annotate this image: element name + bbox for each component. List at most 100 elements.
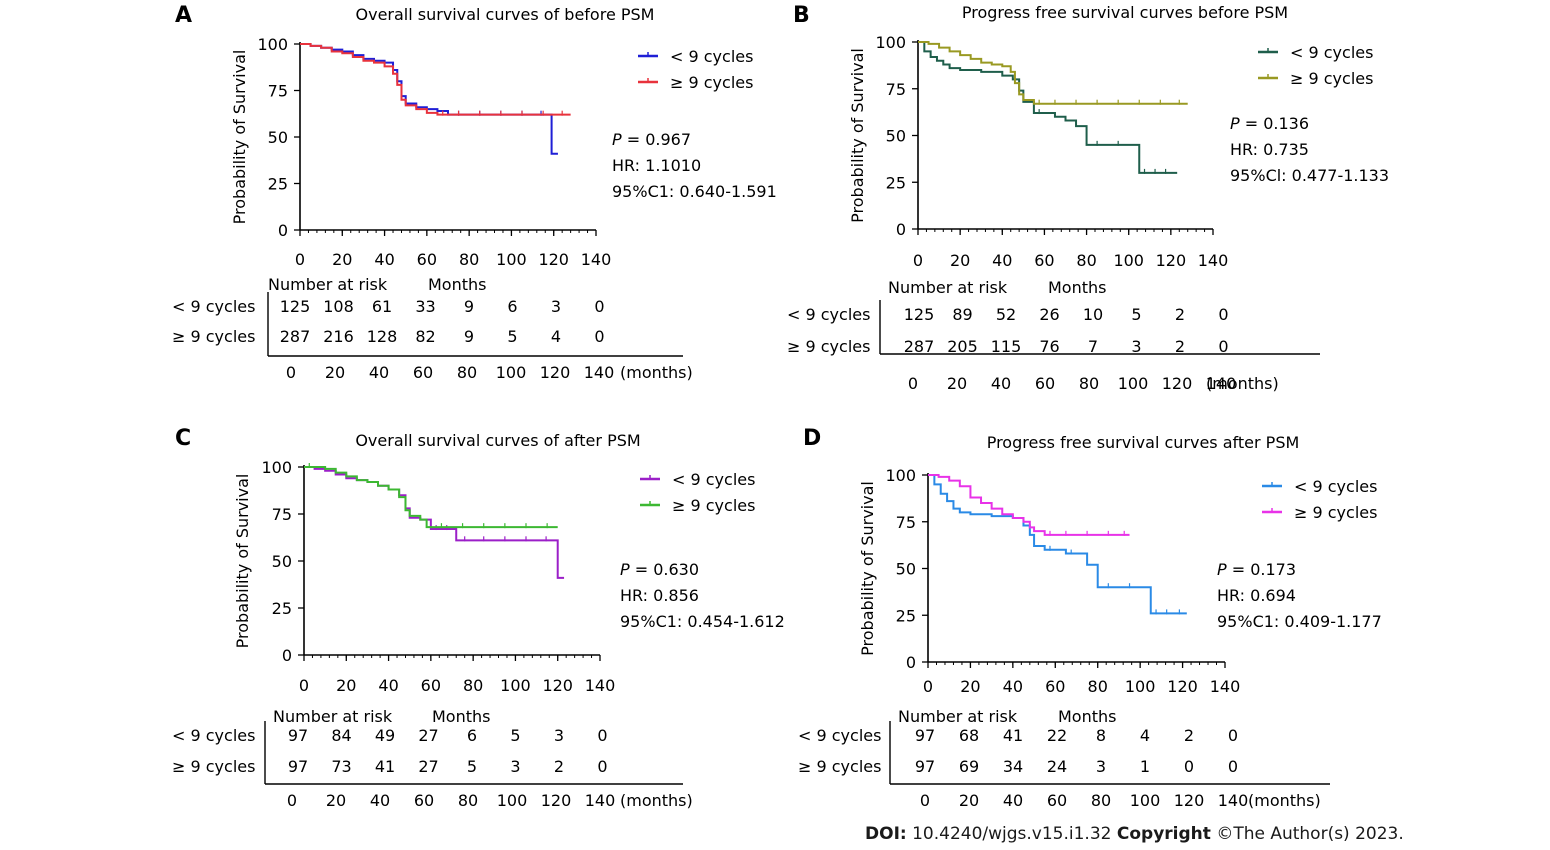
y-tick-label: 0 xyxy=(282,646,292,665)
stat-p-value: P = 0.173 xyxy=(1217,560,1296,579)
x-tick-label: 40 xyxy=(1003,677,1023,696)
risk-value: 4 xyxy=(551,327,561,346)
risk-axis-tick-label: 120 xyxy=(1162,374,1193,393)
stat-p-symbol: P xyxy=(612,130,622,149)
stat-hr: HR: 0.856 xyxy=(620,586,699,605)
legend-label: ≥ 9 cycles xyxy=(670,73,753,92)
y-tick-label: 0 xyxy=(278,221,288,240)
risk-row-label: < 9 cycles xyxy=(172,297,255,316)
risk-table: Number at risk Months< 9 cycles 125 89 52 26 1… xyxy=(787,278,1320,393)
stat-p-value: P = 0.967 xyxy=(612,130,691,149)
risk-row-label: ≥ 9 cycles xyxy=(798,757,881,776)
y-tick-label: 100 xyxy=(257,35,288,54)
risk-value: 125 xyxy=(280,297,311,316)
risk-value: 2 xyxy=(554,757,564,776)
risk-axis-tick-label: 60 xyxy=(414,791,434,810)
x-tick-label: 0 xyxy=(295,250,305,269)
risk-table-months-header: Months xyxy=(1048,278,1106,297)
risk-axis-tick-label: 40 xyxy=(1003,791,1023,810)
risk-value: 0 xyxy=(594,327,604,346)
risk-table: Number at risk Months < 9 cycles 97 84 49 27 6 5… xyxy=(172,707,693,810)
stat-p-value: P = 0.136 xyxy=(1230,114,1309,133)
risk-value: 68 xyxy=(959,726,979,745)
risk-axis-tick-label: 120 xyxy=(1174,791,1205,810)
y-tick-label: 0 xyxy=(906,653,916,672)
risk-axis-tick-label: 20 xyxy=(947,374,967,393)
risk-value: 0 xyxy=(1228,757,1238,776)
y-tick-label: 25 xyxy=(272,599,292,618)
x-tick-label: 40 xyxy=(378,676,398,695)
y-tick-label: 75 xyxy=(896,513,916,532)
x-tick-label: 100 xyxy=(1125,677,1156,696)
panel-title: Progress free survival curves after PSM xyxy=(987,433,1300,452)
risk-row-label: ≥ 9 cycles xyxy=(787,337,870,356)
copyright-label: Copyright xyxy=(1116,824,1211,844)
risk-value: 27 xyxy=(418,726,438,745)
legend-label: < 9 cycles xyxy=(670,47,753,66)
risk-value: 0 xyxy=(1228,726,1238,745)
risk-value: 82 xyxy=(415,327,435,346)
risk-value: 89 xyxy=(952,305,972,324)
risk-axis-unit: (months) xyxy=(1248,791,1321,810)
panel-letter: C xyxy=(175,426,191,451)
x-tick-label: 140 xyxy=(1198,251,1229,270)
risk-value: 97 xyxy=(288,757,308,776)
risk-value: 7 xyxy=(1088,337,1098,356)
risk-value: 6 xyxy=(507,297,517,316)
risk-row-label: ≥ 9 cycles xyxy=(172,757,255,776)
stat-p-symbol: P xyxy=(620,560,630,579)
risk-table-header: Number at risk xyxy=(888,278,1008,297)
x-tick-label: 100 xyxy=(1113,251,1144,270)
x-tick-label: 80 xyxy=(1088,677,1108,696)
panel-letter: B xyxy=(793,3,810,28)
risk-axis-tick-label: 40 xyxy=(991,374,1011,393)
risk-value: 3 xyxy=(1096,757,1106,776)
risk-value: 0 xyxy=(1218,337,1228,356)
x-tick-label: 140 xyxy=(585,676,616,695)
risk-axis-tick-label: 80 xyxy=(1079,374,1099,393)
stat-hr: HR: 0.735 xyxy=(1230,140,1309,159)
x-tick-label: 60 xyxy=(1045,677,1065,696)
risk-value: 3 xyxy=(1131,337,1141,356)
risk-table: Number at risk Months< 9 cycles 125 108 61 33… xyxy=(172,275,693,382)
risk-table-header: Number at risk xyxy=(898,707,1018,726)
doi-footer: DOI: 10.4240/wjgs.v15.i1.32 Copyright ©T… xyxy=(865,824,1404,844)
risk-value: 0 xyxy=(594,297,604,316)
stat-p-text: = 0.967 xyxy=(622,130,691,149)
risk-value: 73 xyxy=(331,757,351,776)
risk-value: 97 xyxy=(915,757,935,776)
y-tick-label: 75 xyxy=(272,505,292,524)
risk-value: 49 xyxy=(375,726,395,745)
risk-axis-tick-label: 140 xyxy=(1206,374,1237,393)
x-tick-label: 60 xyxy=(1034,251,1054,270)
survival-curve-series-1 xyxy=(918,41,1178,174)
risk-value: 0 xyxy=(1218,305,1228,324)
risk-row-label: < 9 cycles xyxy=(172,726,255,745)
legend-label: < 9 cycles xyxy=(672,470,755,489)
risk-value: 216 xyxy=(323,327,354,346)
x-tick-label: 20 xyxy=(336,676,356,695)
risk-axis-tick-label: 140 xyxy=(585,791,616,810)
risk-value: 10 xyxy=(1083,305,1103,324)
y-tick-label: 50 xyxy=(896,560,916,579)
stat-hr: HR: 1.1010 xyxy=(612,156,701,175)
panel-title: Overall survival curves of after PSM xyxy=(355,431,640,450)
risk-value: 108 xyxy=(323,297,354,316)
y-tick-label: 100 xyxy=(261,458,292,477)
x-tick-label: 120 xyxy=(1167,677,1198,696)
risk-value: 9 xyxy=(464,327,474,346)
survival-curve-series-1 xyxy=(928,474,1187,615)
x-tick-label: 60 xyxy=(421,676,441,695)
doi-value: 10.4240/wjgs.v15.i1.32 xyxy=(912,824,1112,844)
risk-value: 9 xyxy=(464,297,474,316)
x-tick-label: 20 xyxy=(960,677,980,696)
risk-axis-tick-label: 60 xyxy=(413,363,433,382)
risk-value: 0 xyxy=(597,757,607,776)
x-tick-label: 0 xyxy=(299,676,309,695)
risk-value: 22 xyxy=(1047,726,1067,745)
stat-p-text: = 0.630 xyxy=(630,560,699,579)
km-panel-b: B Progress free survival curves before PS… xyxy=(787,3,1389,393)
x-tick-label: 80 xyxy=(463,676,483,695)
risk-axis-tick-label: 120 xyxy=(540,363,571,382)
